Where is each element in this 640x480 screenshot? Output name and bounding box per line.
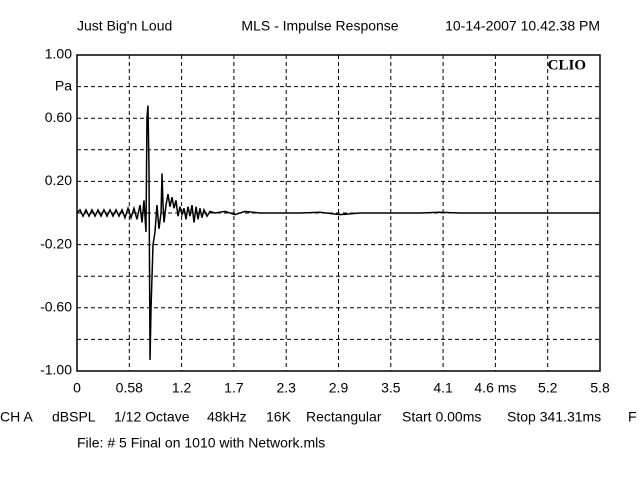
x-tick-label: 4.1 xyxy=(433,380,453,396)
footer-item: 48kHz xyxy=(207,409,247,425)
x-tick-label: 5.8 xyxy=(590,380,610,396)
y-tick-label: -1.00 xyxy=(40,362,72,378)
header-text: Just Big'n Loud xyxy=(77,18,172,34)
header-text: 10-14-2007 10.42.38 PM xyxy=(445,18,600,34)
y-tick-label: 0.20 xyxy=(45,172,72,188)
footer-item: Stop 341.31ms xyxy=(507,409,601,425)
y-tick-label: 0.60 xyxy=(45,109,72,125)
footer-item: CH A xyxy=(0,409,33,425)
x-tick-label: 5.2 xyxy=(538,380,558,396)
x-tick-label: 3.5 xyxy=(381,380,401,396)
x-tick-label: 1.2 xyxy=(172,380,192,396)
y-tick-label: -0.20 xyxy=(40,235,72,251)
x-tick-label: 0.58 xyxy=(116,380,143,396)
y-unit: Pa xyxy=(55,77,72,93)
footer-item: F xyxy=(628,409,637,425)
impulse-line xyxy=(76,105,600,360)
x-tick-label: 1.7 xyxy=(224,380,244,396)
footer-item: dBSPL xyxy=(52,409,96,425)
footer-item: Start 0.00ms xyxy=(402,409,481,425)
footer-item: 16K xyxy=(266,409,292,425)
footer-item: Rectangular xyxy=(306,409,382,425)
x-tick-label: 0 xyxy=(73,380,81,396)
x-tick-label: 2.3 xyxy=(276,380,296,396)
logo: CLIO xyxy=(548,57,586,73)
x-tick-label: 4.6 ms xyxy=(474,380,516,396)
footer-item: 1/12 Octave xyxy=(114,409,190,425)
y-tick-label: 1.00 xyxy=(45,46,72,62)
x-tick-label: 2.9 xyxy=(329,380,349,396)
y-tick-label: -0.60 xyxy=(40,299,72,315)
file-name: File: # 5 Final on 1010 with Network.mls xyxy=(77,435,325,451)
header-text: MLS - Impulse Response xyxy=(241,18,398,34)
